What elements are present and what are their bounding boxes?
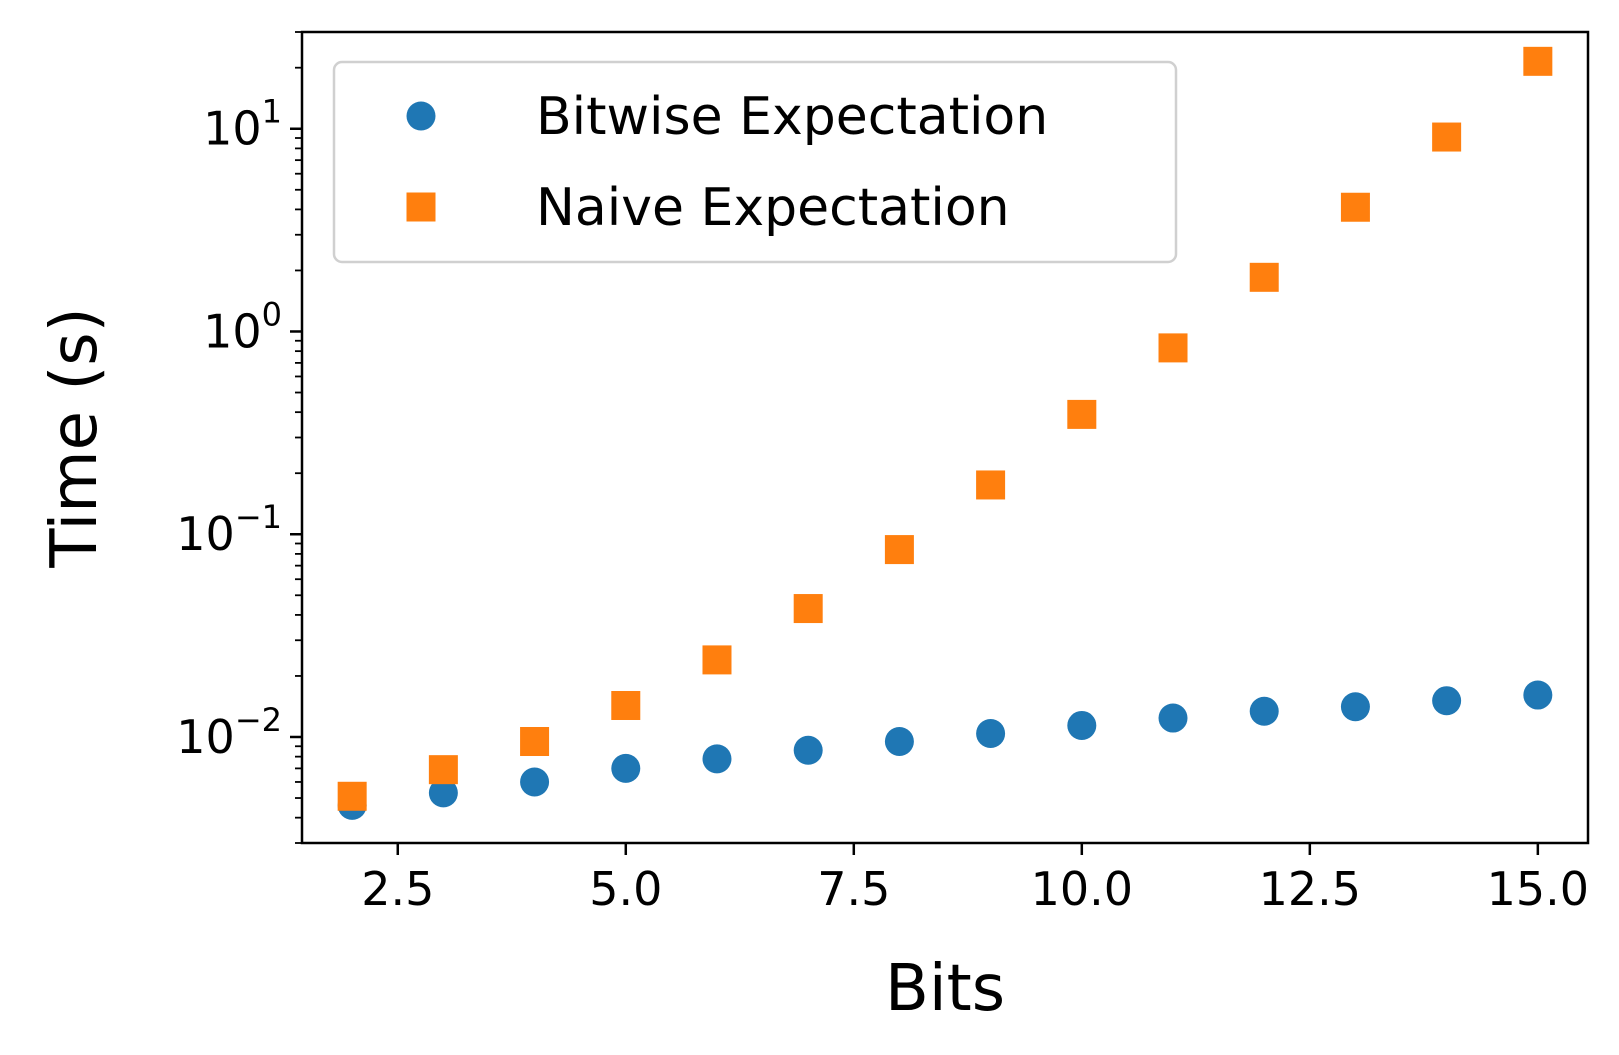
y-tick-base: 10 [176, 507, 235, 561]
data-point-square [976, 470, 1006, 500]
plot-marks [337, 46, 1553, 820]
data-point-square [1158, 333, 1188, 363]
y-tick-base: 10 [203, 102, 262, 156]
data-point-square [793, 594, 823, 624]
data-point-square [1340, 192, 1370, 222]
x-tick-label: 15.0 [1487, 862, 1589, 916]
data-point-circle [611, 753, 641, 783]
data-point-circle [884, 727, 914, 757]
data-point-square [611, 690, 641, 720]
legend-marker-square [406, 192, 436, 222]
x-tick-label: 5.0 [589, 862, 662, 916]
y-tick-label: 10−2 [176, 701, 282, 764]
x-tick-label: 12.5 [1259, 862, 1361, 916]
legend: Bitwise Expectation Naive Expectation [332, 60, 1178, 264]
data-point-circle [1340, 692, 1370, 722]
y-tick-exponent: −2 [235, 701, 282, 739]
x-tick-label: 7.5 [817, 862, 890, 916]
x-axis-ticks: 2.5 5.0 7.5 10.0 12.5 15.0 [361, 843, 1589, 916]
data-point-square [702, 645, 732, 675]
y-tick-base: 10 [203, 304, 262, 358]
legend-box [332, 60, 1178, 264]
data-point-square [1249, 262, 1279, 292]
y-axis-title: Time (s) [38, 307, 112, 568]
data-point-square [884, 535, 914, 565]
x-tick-label: 10.0 [1031, 862, 1133, 916]
data-point-square [1523, 46, 1553, 76]
legend-label: Bitwise Expectation [536, 87, 1048, 147]
data-point-circle [1432, 686, 1462, 716]
data-point-circle [1067, 710, 1097, 740]
data-point-square [1067, 399, 1097, 429]
x-axis-title: Bits [885, 952, 1005, 1026]
data-point-circle [1523, 680, 1553, 710]
y-tick-base: 10 [176, 710, 235, 764]
legend-label: Naive Expectation [536, 178, 1010, 238]
data-point-circle [702, 744, 732, 774]
data-point-circle [1249, 696, 1279, 726]
series-circle [337, 680, 1553, 820]
data-point-circle [520, 767, 550, 797]
data-point-square [1432, 122, 1462, 152]
data-point-circle [1158, 703, 1188, 733]
y-tick-exponent: 0 [262, 295, 282, 333]
y-tick-exponent: −1 [235, 498, 282, 536]
x-tick-label: 2.5 [361, 862, 434, 916]
data-point-circle [976, 719, 1006, 749]
data-point-square [428, 755, 458, 785]
data-point-square [337, 781, 367, 811]
y-tick-label: 10−1 [176, 498, 282, 561]
data-point-circle [428, 778, 458, 808]
data-point-circle [793, 735, 823, 765]
y-tick-label: 100 [203, 295, 282, 358]
series-square [337, 46, 1553, 811]
data-point-square [520, 727, 550, 757]
y-tick-label: 101 [203, 93, 282, 156]
legend-marker-circle [406, 101, 436, 131]
y-tick-exponent: 1 [262, 93, 282, 131]
